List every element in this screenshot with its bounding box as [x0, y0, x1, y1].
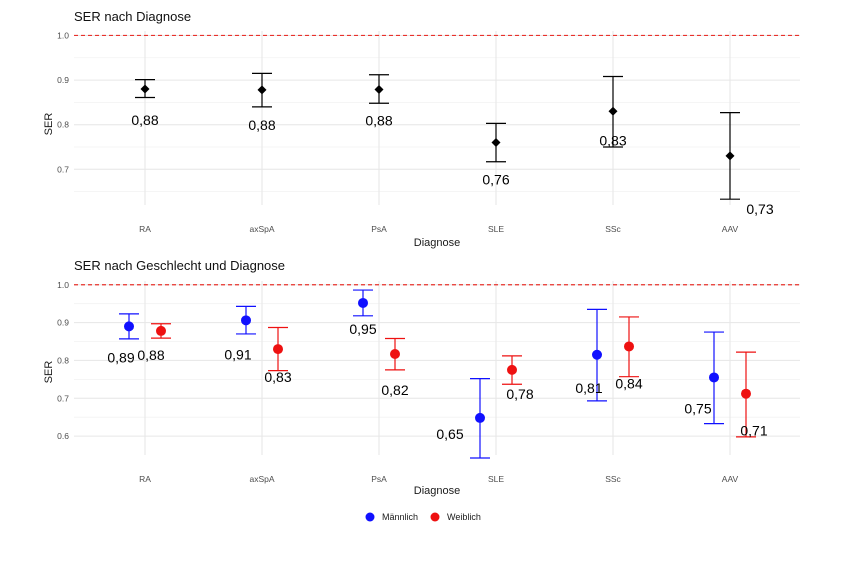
data-label: 0,88 [365, 112, 392, 128]
data-point [358, 297, 368, 308]
legend: Männlich Weiblich [365, 512, 481, 522]
data-label: 0,73 [746, 201, 773, 217]
data-point [741, 388, 751, 399]
x-tick-label: PsA [371, 474, 387, 484]
data-label: 0,88 [137, 347, 164, 363]
x-tick-label: SLE [488, 224, 504, 234]
data-label: 0,88 [131, 112, 158, 128]
data-label: 0,89 [107, 349, 134, 365]
panel-title: SER nach Geschlecht und Diagnose [74, 258, 285, 273]
x-axis-title: Diagnose [414, 237, 460, 249]
grid [74, 31, 800, 205]
y-tick-label: 0.8 [57, 355, 69, 365]
x-tick-label: SSc [605, 224, 621, 234]
y-tick-label: 1.0 [57, 280, 69, 290]
data-label: 0,83 [264, 369, 291, 385]
data-label: 0,65 [436, 426, 463, 442]
y-tick-label: 0.7 [57, 393, 69, 403]
data-label: 0,88 [248, 117, 275, 133]
data-marks: 0,89 0,91 0,95 0,65 0,81 0,75 0,88 0,83 0,82 0,78… [107, 289, 768, 459]
x-tick-label: AAV [722, 224, 739, 234]
x-tick-label: axSpA [249, 474, 274, 484]
x-tick-label: axSpA [249, 224, 274, 234]
panel-title: SER nach Diagnose [74, 9, 191, 24]
legend-label-maennlich: Männlich [382, 512, 418, 522]
data-point [273, 344, 283, 355]
y-tick-label: 1.0 [57, 30, 69, 40]
data-point [156, 325, 166, 336]
y-tick-label: 0.6 [57, 431, 69, 441]
x-tick-label: SSc [605, 474, 621, 484]
data-point [624, 341, 634, 352]
legend-marker-weiblich [430, 512, 440, 522]
y-tick-label: 0.9 [57, 75, 69, 85]
data-point [709, 372, 719, 383]
x-axis: RA axSpA PsA SLE SSc AAV [139, 224, 738, 234]
data-label: 0,71 [740, 423, 767, 439]
x-tick-label: PsA [371, 224, 387, 234]
legend-label-weiblich: Weiblich [447, 512, 481, 522]
x-tick-label: SLE [488, 474, 504, 484]
data-label: 0,84 [615, 375, 642, 391]
data-label: 0,91 [224, 346, 251, 362]
x-tick-label: RA [139, 224, 151, 234]
data-label: 0,76 [482, 172, 509, 188]
legend-marker-maennlich [365, 512, 375, 522]
data-label: 0,82 [381, 382, 408, 398]
panel-ser-by-sex-and-diagnosis: SER nach Geschlecht und Diagnose 0.60.70… [43, 258, 800, 497]
data-point [390, 349, 400, 360]
data-marks: 0,88 0,88 0,88 0,76 0,83 0,73 [131, 72, 774, 217]
data-label: 0,75 [684, 400, 711, 416]
data-point [725, 151, 735, 161]
x-axis: RA axSpA PsA SLE SSc AAV [139, 474, 738, 484]
data-point [124, 321, 134, 332]
data-point [592, 349, 602, 360]
data-point [475, 412, 485, 423]
data-point [257, 85, 267, 95]
y-axis-title: SER [43, 113, 55, 136]
data-label: 0,95 [349, 321, 376, 337]
y-tick-label: 0.8 [57, 120, 69, 130]
y-tick-label: 0.9 [57, 318, 69, 328]
data-label: 0,83 [599, 132, 626, 148]
x-tick-label: RA [139, 474, 151, 484]
data-point [241, 315, 251, 326]
data-point [491, 138, 501, 148]
x-axis-title: Diagnose [414, 485, 460, 497]
data-point [608, 106, 618, 116]
y-axis: 0.7 0.8 0.9 1.0 [57, 30, 69, 174]
x-tick-label: AAV [722, 474, 739, 484]
data-label: 0,81 [575, 380, 602, 396]
panel-ser-by-diagnosis: SER nach Diagnose 0.7 0.8 0.9 1.0 RA axSpA Ps… [43, 9, 800, 249]
data-point [140, 84, 150, 94]
data-point [507, 364, 517, 375]
data-label: 0,78 [506, 386, 533, 402]
y-tick-label: 0.7 [57, 164, 69, 174]
data-point [374, 84, 384, 94]
y-axis-title: SER [43, 361, 55, 384]
y-axis: 0.6 0.7 0.8 0.9 1.0 [57, 280, 69, 441]
